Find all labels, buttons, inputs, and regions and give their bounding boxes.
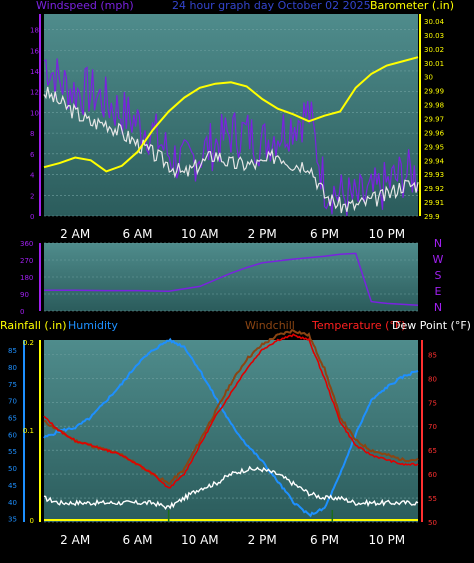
compass-label: E — [435, 285, 442, 298]
temperature-tick-label: 85 — [428, 351, 437, 359]
bottom-x-ticks: 2 AM 6 AM 10 AM 2 PM 6 PM 10 PM — [60, 533, 405, 547]
x-tick-label: 2 PM — [248, 533, 277, 547]
temperature-tick-label: 60 — [428, 471, 437, 479]
direction-series — [44, 252, 419, 307]
windspeed-tick-label: 6 — [30, 151, 35, 159]
barometer-tick-label: 29.95 — [424, 143, 444, 151]
dewpoint-line — [43, 465, 419, 510]
x-tick-label: 10 AM — [181, 533, 219, 547]
temperature-tick-label: 50 — [428, 519, 437, 527]
direction-tick-label: 180 — [20, 274, 33, 282]
temperature-tick-label: 70 — [428, 423, 437, 431]
wind-baro-series — [43, 56, 419, 217]
x-tick-label: 2 AM — [60, 227, 90, 241]
rainfall-tick-label: 0.2 — [23, 339, 34, 347]
humidity-tick-label: 70 — [8, 398, 17, 406]
x-tick-label: 6 PM — [310, 533, 339, 547]
barometer-tick-label: 29.99 — [424, 88, 444, 96]
x-tick-label: 10 PM — [368, 533, 405, 547]
barometer-tick-label: 30 — [424, 74, 433, 82]
temperature-line — [43, 333, 419, 489]
x-tick-label: 6 PM — [310, 227, 339, 241]
humidity-tick-label: 75 — [8, 381, 17, 389]
barometer-axis-title: Barometer (.in) — [370, 0, 454, 12]
direction-tick-label: 0 — [20, 308, 24, 316]
direction-tick-label: 90 — [20, 291, 29, 299]
windspeed-y-ticks: 0 2 4 6 8 10 12 14 16 18 — [30, 14, 41, 221]
humidity-tick-label: 40 — [8, 499, 17, 507]
barometer-tick-label: 29.9 — [424, 213, 440, 221]
temperature-legend: Temperature (°F) — [311, 319, 406, 332]
x-tick-label: 10 AM — [181, 227, 219, 241]
x-tick-label: 10 PM — [368, 227, 405, 241]
temp-humidity-axes: 35 40 45 50 55 60 65 70 75 80 85 0 0.1 0.2 50 55 60 65 70 7… — [8, 339, 437, 527]
x-tick-label: 2 PM — [248, 227, 277, 241]
humidity-line — [43, 337, 419, 518]
windspeed-line — [43, 58, 419, 217]
barometer-tick-label: 30.02 — [424, 46, 444, 54]
compass-label: S — [435, 269, 442, 282]
temperature-tick-label: 75 — [428, 399, 437, 407]
chart-subtitle: 24 hour graph day October 02 2025 — [172, 0, 371, 12]
barometer-tick-label: 29.92 — [424, 185, 444, 193]
barometer-tick-label: 30.04 — [424, 18, 445, 26]
compass-label: N — [434, 301, 442, 314]
windspeed-tick-label: 12 — [30, 89, 39, 97]
temp-humidity-series — [43, 329, 419, 522]
x-tick-label: 6 AM — [122, 227, 152, 241]
humidity-tick-label: 60 — [8, 431, 17, 439]
rainfall-tick-label: 0 — [30, 517, 34, 525]
top-x-ticks: 2 AM 6 AM 10 AM 2 PM 6 PM 10 PM — [60, 227, 405, 241]
wind-baro-plot-area — [44, 14, 418, 216]
compass-label: N — [434, 237, 442, 250]
humidity-tick-label: 55 — [8, 448, 17, 456]
humidity-tick-label: 45 — [8, 482, 17, 490]
windspeed-axis-title: Windspeed (mph) — [36, 0, 134, 12]
windspeed-tick-label: 16 — [30, 47, 39, 55]
temperature-tick-label: 65 — [428, 447, 437, 455]
humidity-tick-label: 85 — [8, 347, 17, 355]
temperature-tick-label: 55 — [428, 495, 437, 503]
barometer-tick-label: 29.93 — [424, 171, 444, 179]
humidity-tick-label: 80 — [8, 364, 17, 372]
dewpoint-legend: Dew Point (°F) — [392, 319, 471, 332]
humidity-tick-label: 35 — [8, 516, 17, 524]
direction-y-ticks: 0 90 180 270 360 — [20, 240, 41, 316]
x-tick-label: 6 AM — [122, 533, 152, 547]
barometer-tick-label: 30.01 — [424, 60, 444, 68]
barometer-y-ticks: 29.9 29.91 29.92 29.93 29.94 29.95 29.96 29.97 2… — [419, 14, 445, 221]
temp-humidity-plot-area — [44, 340, 418, 522]
wind-direction-line — [44, 252, 419, 307]
windspeed-tick-label: 10 — [30, 109, 39, 117]
humidity-tick-label: 50 — [8, 465, 17, 473]
temperature-tick-label: 80 — [428, 375, 437, 383]
x-tick-label: 2 AM — [60, 533, 90, 547]
barometer-tick-label: 29.96 — [424, 129, 445, 137]
windspeed-tick-label: 0 — [30, 213, 34, 221]
humidity-tick-label: 65 — [8, 415, 17, 423]
direction-tick-label: 270 — [20, 257, 33, 265]
barometer-tick-label: 29.98 — [424, 102, 444, 110]
windspeed-tick-label: 4 — [30, 172, 35, 180]
barometer-tick-label: 29.97 — [424, 115, 444, 123]
windspeed-tick-label: 2 — [30, 192, 34, 200]
rainfall-tick-label: 0.1 — [23, 427, 34, 435]
humidity-axis-title: Humidity — [68, 319, 118, 332]
barometer-tick-label: 30.03 — [424, 32, 444, 40]
barometer-tick-label: 29.91 — [424, 199, 444, 207]
windspeed-tick-label: 18 — [30, 27, 39, 35]
barometer-tick-label: 29.94 — [424, 157, 445, 165]
rainfall-axis-title: Rainfall (.in) — [0, 319, 67, 332]
direction-tick-label: 360 — [20, 240, 33, 248]
windchill-legend: Windchill — [245, 319, 295, 332]
compass-label: W — [433, 253, 444, 266]
windspeed-tick-label: 14 — [30, 68, 39, 76]
windspeed-tick-label: 8 — [30, 130, 34, 138]
barometer-line — [43, 56, 419, 173]
wind-average-line — [43, 86, 419, 214]
